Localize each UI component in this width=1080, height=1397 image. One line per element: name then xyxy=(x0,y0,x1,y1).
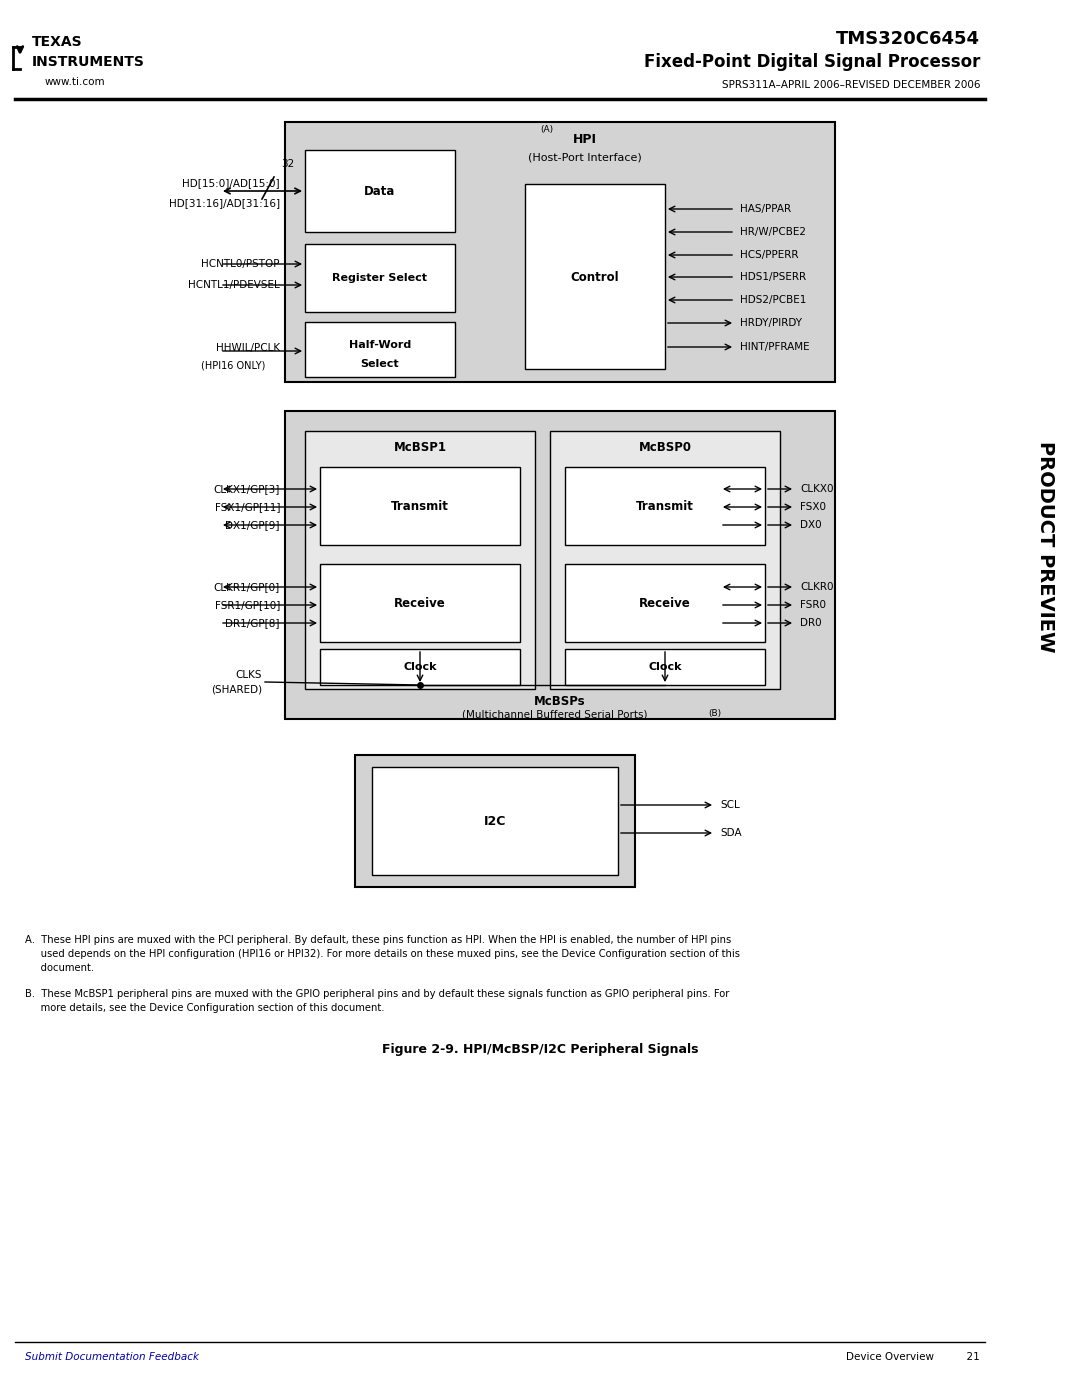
Text: Device Overview          21: Device Overview 21 xyxy=(847,1352,980,1362)
Text: Submit Documentation Feedback: Submit Documentation Feedback xyxy=(25,1352,199,1362)
FancyBboxPatch shape xyxy=(550,432,780,689)
Text: 32: 32 xyxy=(282,159,295,169)
Text: HPI: HPI xyxy=(573,133,597,145)
Text: DR0: DR0 xyxy=(800,617,822,629)
FancyBboxPatch shape xyxy=(285,411,835,719)
Text: (Multichannel Buffered Serial Ports): (Multichannel Buffered Serial Ports) xyxy=(462,710,648,719)
Text: Receive: Receive xyxy=(394,597,446,609)
Text: HHWIL/PCLK: HHWIL/PCLK xyxy=(216,344,280,353)
Text: SPRS311A–APRIL 2006–REVISED DECEMBER 2006: SPRS311A–APRIL 2006–REVISED DECEMBER 200… xyxy=(721,80,980,89)
Text: DX1/GP[9]: DX1/GP[9] xyxy=(226,520,280,529)
Text: Clock: Clock xyxy=(403,662,436,672)
FancyBboxPatch shape xyxy=(305,432,535,689)
Text: McBSP1: McBSP1 xyxy=(393,440,446,454)
Text: CLKR0: CLKR0 xyxy=(800,583,834,592)
Text: CLKX0: CLKX0 xyxy=(800,483,834,495)
Text: HDS1/PSERR: HDS1/PSERR xyxy=(740,272,806,282)
Text: Transmit: Transmit xyxy=(391,500,449,513)
Text: TEXAS: TEXAS xyxy=(32,35,83,49)
FancyBboxPatch shape xyxy=(320,564,519,643)
FancyBboxPatch shape xyxy=(305,149,455,232)
Text: Select: Select xyxy=(361,359,400,369)
FancyBboxPatch shape xyxy=(320,650,519,685)
Text: HAS/PPAR: HAS/PPAR xyxy=(740,204,792,214)
Text: Figure 2-9. HPI/McBSP/I2C Peripheral Signals: Figure 2-9. HPI/McBSP/I2C Peripheral Sig… xyxy=(381,1042,699,1056)
Text: HR/W/PCBE2: HR/W/PCBE2 xyxy=(740,226,806,237)
Text: CLKR1/GP[0]: CLKR1/GP[0] xyxy=(214,583,280,592)
Text: (B): (B) xyxy=(708,710,721,718)
Text: (HPI16 ONLY): (HPI16 ONLY) xyxy=(201,360,265,372)
Text: Clock: Clock xyxy=(648,662,681,672)
FancyBboxPatch shape xyxy=(285,122,835,381)
FancyBboxPatch shape xyxy=(320,467,519,545)
Text: HD[15:0]/AD[15:0]: HD[15:0]/AD[15:0] xyxy=(183,177,280,189)
FancyBboxPatch shape xyxy=(565,650,765,685)
Text: SDA: SDA xyxy=(720,828,742,838)
Text: Receive: Receive xyxy=(639,597,691,609)
Text: (Host-Port Interface): (Host-Port Interface) xyxy=(528,152,642,162)
Text: B.  These McBSP1 peripheral pins are muxed with the GPIO peripheral pins and by : B. These McBSP1 peripheral pins are muxe… xyxy=(25,989,729,1013)
FancyBboxPatch shape xyxy=(355,754,635,887)
Text: I2C: I2C xyxy=(484,814,507,827)
Text: CLKX1/GP[3]: CLKX1/GP[3] xyxy=(214,483,280,495)
Text: PRODUCT PREVIEW: PRODUCT PREVIEW xyxy=(1036,441,1054,652)
FancyBboxPatch shape xyxy=(305,321,455,377)
Text: (A): (A) xyxy=(540,124,553,134)
Text: HCNTL0/PSTOP: HCNTL0/PSTOP xyxy=(202,258,280,270)
Text: (SHARED): (SHARED) xyxy=(211,685,262,694)
FancyBboxPatch shape xyxy=(565,564,765,643)
Text: HD[31:16]/AD[31:16]: HD[31:16]/AD[31:16] xyxy=(168,198,280,208)
Text: Control: Control xyxy=(570,271,619,284)
Text: DX0: DX0 xyxy=(800,520,822,529)
Text: FSX1/GP[11]: FSX1/GP[11] xyxy=(215,502,280,511)
Text: HCS/PPERR: HCS/PPERR xyxy=(740,250,798,260)
FancyBboxPatch shape xyxy=(525,184,665,369)
FancyBboxPatch shape xyxy=(372,767,618,875)
Text: www.ti.com: www.ti.com xyxy=(45,77,106,87)
Text: SCL: SCL xyxy=(720,800,740,810)
Text: Data: Data xyxy=(364,184,395,197)
Text: Half-Word: Half-Word xyxy=(349,339,411,351)
Text: HRDY/PIRDY: HRDY/PIRDY xyxy=(740,319,802,328)
Text: FSR1/GP[10]: FSR1/GP[10] xyxy=(215,599,280,610)
Text: Register Select: Register Select xyxy=(333,272,428,284)
Text: McBSP0: McBSP0 xyxy=(638,440,691,454)
Text: FSR0: FSR0 xyxy=(800,599,826,610)
Text: DR1/GP[8]: DR1/GP[8] xyxy=(226,617,280,629)
Text: INSTRUMENTS: INSTRUMENTS xyxy=(32,54,145,68)
Text: CLKS: CLKS xyxy=(235,671,262,680)
Text: Fixed-Point Digital Signal Processor: Fixed-Point Digital Signal Processor xyxy=(644,53,980,71)
Text: FSX0: FSX0 xyxy=(800,502,826,511)
Text: HDS2/PCBE1: HDS2/PCBE1 xyxy=(740,295,807,305)
FancyBboxPatch shape xyxy=(305,244,455,312)
Text: HINT/PFRAME: HINT/PFRAME xyxy=(740,342,810,352)
Text: TMS320C6454: TMS320C6454 xyxy=(836,29,980,47)
FancyBboxPatch shape xyxy=(565,467,765,545)
Text: McBSPs: McBSPs xyxy=(535,694,585,708)
Text: HCNTL1/PDEVSEL: HCNTL1/PDEVSEL xyxy=(188,279,280,291)
Text: A.  These HPI pins are muxed with the PCI peripheral. By default, these pins fun: A. These HPI pins are muxed with the PCI… xyxy=(25,935,740,972)
Text: Transmit: Transmit xyxy=(636,500,694,513)
